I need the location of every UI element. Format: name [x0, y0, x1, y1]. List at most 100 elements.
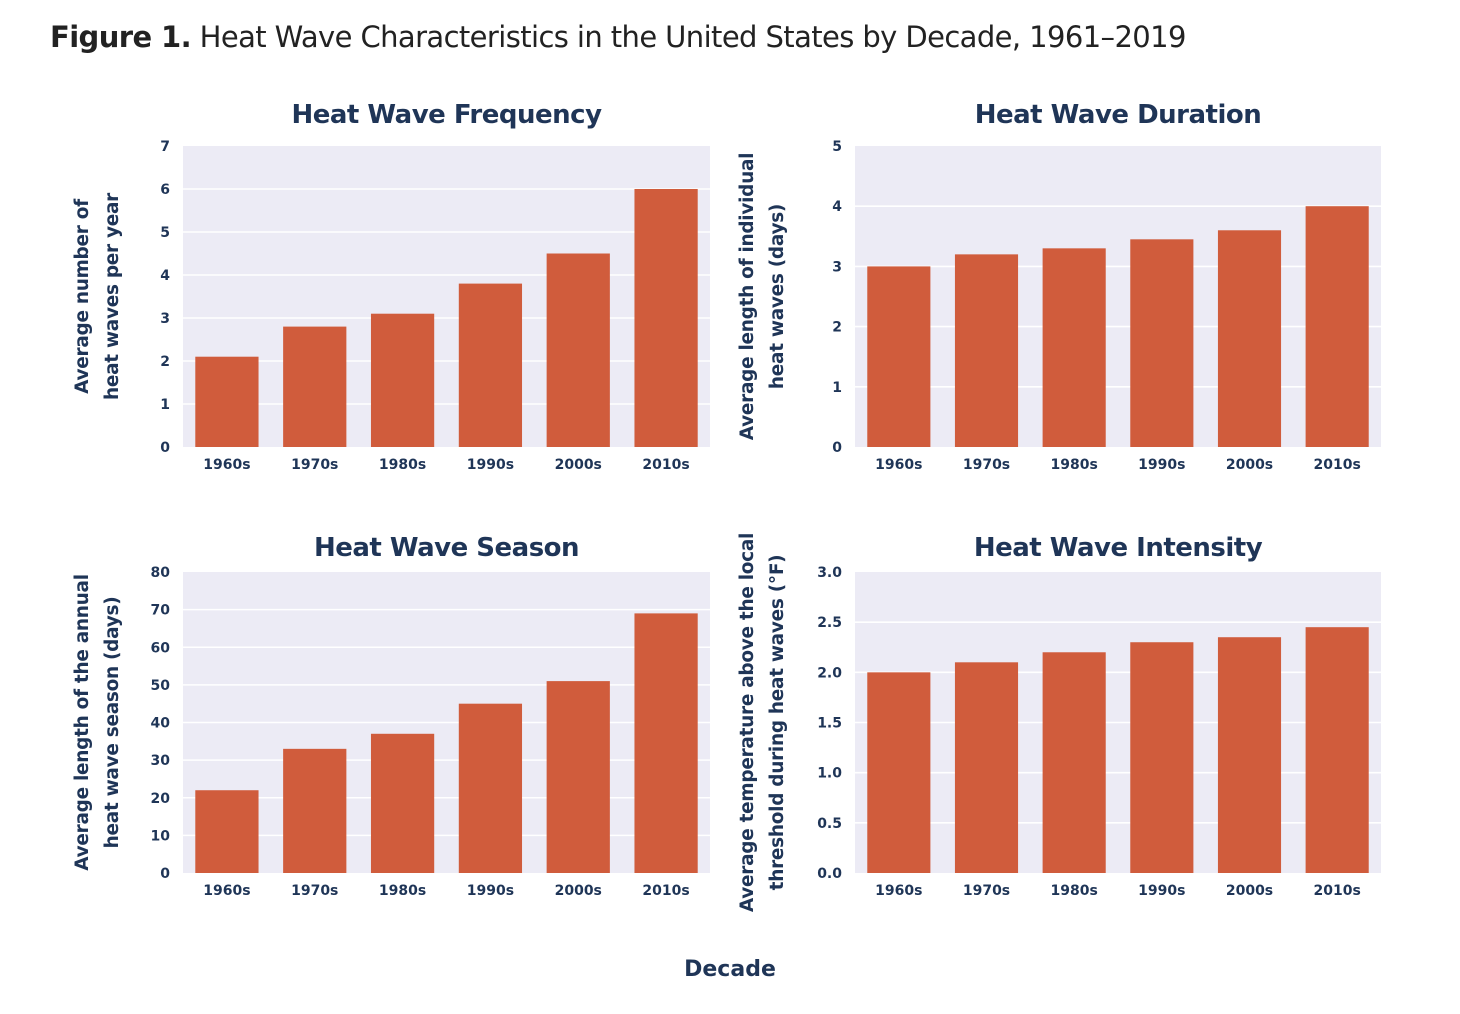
bar-1990s — [458, 283, 523, 447]
bar-2000s — [1217, 637, 1282, 873]
x-tick-label: 2000s — [1226, 457, 1273, 473]
y-axis-label-line: Average number of — [72, 198, 93, 394]
bar-1970s — [283, 326, 347, 447]
y-tick-label: 10 — [151, 828, 171, 844]
plot-background — [183, 146, 710, 447]
bar-1970s — [283, 748, 347, 873]
y-tick-label: 6 — [160, 182, 170, 198]
y-axis-label: Average number of heat waves per year — [72, 192, 123, 400]
y-tick-label: 2 — [160, 354, 170, 370]
x-tick-label: 1960s — [875, 457, 922, 473]
chart-title: Heat Wave Duration — [975, 100, 1262, 130]
y-axis-label: Average temperature above the local thres… — [737, 533, 788, 912]
y-axis-label-line: Average temperature above the local — [737, 533, 758, 912]
bar-2010s — [1305, 206, 1369, 447]
chart-title: Heat Wave Intensity — [974, 533, 1263, 563]
chart-4: 0.0 0.5 1.0 1.5 2.0 2.5 3.0 1960s 1970s 1980s 1990… — [737, 533, 1381, 912]
y-axis-label: Average length of individual heat waves (… — [737, 153, 788, 440]
y-tick-label: 5 — [832, 139, 842, 155]
x-tick-label: 1970s — [291, 457, 338, 473]
y-axis-label-line: Average length of the annual — [72, 574, 93, 870]
x-tick-label: 1990s — [467, 883, 514, 899]
y-tick-label: 80 — [151, 565, 171, 581]
x-tick-label: 1960s — [203, 883, 250, 899]
chart-3: 0 10 20 30 40 50 60 70 80 1960s 1970s 1980s 1990s 200… — [72, 533, 710, 899]
chart-2: 0 1 2 3 4 5 1960s 1970s 1980s 1990s 2000s 2010s Heat… — [737, 100, 1381, 473]
chart-title: Heat Wave Season — [314, 533, 579, 563]
bar-2000s — [546, 253, 610, 447]
figure-label: Figure 1. — [50, 20, 192, 54]
bar-2010s — [634, 613, 698, 873]
x-tick-label: 2010s — [642, 883, 689, 899]
y-axis-label-line: heat waves per year — [102, 192, 123, 400]
x-tick-label: 1980s — [1051, 883, 1098, 899]
bar-2010s — [1305, 627, 1369, 873]
x-tick-label: 1980s — [379, 457, 426, 473]
y-tick-label: 30 — [151, 753, 171, 769]
bar-2010s — [634, 189, 698, 447]
bar-2000s — [546, 681, 610, 873]
y-tick-label: 0.0 — [817, 866, 842, 882]
x-tick-label: 1980s — [1051, 457, 1098, 473]
y-tick-label: 40 — [151, 716, 171, 732]
x-tick-label: 1990s — [1138, 457, 1185, 473]
x-tick-label: 1980s — [379, 883, 426, 899]
bar-1980s — [1042, 248, 1106, 447]
y-axis-label-line: Average length of individual — [737, 153, 758, 440]
y-tick-label: 0 — [832, 440, 842, 456]
x-tick-label: 2010s — [1314, 883, 1361, 899]
x-tick-label: 1990s — [467, 457, 514, 473]
y-tick-label: 3.0 — [817, 565, 842, 581]
bar-1980s — [370, 313, 435, 447]
y-tick-label: 4 — [832, 199, 842, 215]
y-axis-label: Average length of the annual heat wave se… — [72, 574, 123, 870]
y-tick-label: 20 — [151, 791, 171, 807]
bar-1960s — [195, 356, 259, 447]
y-tick-label: 2 — [832, 320, 842, 336]
y-tick-label: 3 — [832, 259, 842, 275]
y-tick-label: 2.5 — [817, 615, 842, 631]
y-tick-label: 3 — [160, 311, 170, 327]
bar-1980s — [1042, 652, 1106, 873]
y-tick-label: 60 — [151, 640, 171, 656]
x-tick-label: 2000s — [555, 883, 602, 899]
figure-title-text: Heat Wave Characteristics in the United … — [199, 20, 1187, 54]
bar-1970s — [954, 662, 1019, 873]
bar-2000s — [1217, 230, 1282, 447]
y-tick-label: 70 — [151, 603, 171, 619]
x-tick-label: 1960s — [875, 883, 922, 899]
y-axis-label-line: heat waves (days) — [767, 204, 788, 389]
bar-1980s — [370, 733, 435, 873]
y-tick-label: 0.5 — [817, 816, 842, 832]
x-tick-label: 2010s — [1314, 457, 1361, 473]
bar-1960s — [867, 672, 931, 873]
y-tick-label: 7 — [160, 139, 170, 155]
x-tick-label: 2000s — [555, 457, 602, 473]
x-tick-label: 1990s — [1138, 883, 1185, 899]
chart-1: 0 1 2 3 4 5 6 7 1960s 1970s 1980s 1990s 2000s 2010s He… — [72, 100, 710, 473]
y-tick-label: 5 — [160, 225, 170, 241]
x-tick-label: 1960s — [203, 457, 250, 473]
chart-title: Heat Wave Frequency — [291, 100, 602, 130]
y-tick-label: 50 — [151, 678, 171, 694]
bar-1990s — [458, 703, 523, 873]
x-tick-label: 2000s — [1226, 883, 1273, 899]
bar-1960s — [867, 266, 931, 447]
y-tick-label: 1 — [160, 397, 170, 413]
x-tick-label: 1970s — [291, 883, 338, 899]
bar-1960s — [195, 790, 259, 873]
y-tick-label: 0 — [160, 440, 170, 456]
x-tick-label: 1970s — [963, 457, 1010, 473]
y-tick-label: 1.0 — [817, 766, 842, 782]
x-tick-label: 2010s — [642, 457, 689, 473]
bar-1990s — [1130, 239, 1194, 447]
x-tick-label: 1970s — [963, 883, 1010, 899]
y-tick-label: 4 — [160, 268, 170, 284]
bar-1970s — [954, 254, 1019, 447]
bar-1990s — [1130, 642, 1194, 873]
y-tick-label: 2.0 — [817, 665, 842, 681]
y-tick-label: 1.5 — [817, 716, 842, 732]
y-axis-label-line: threshold during heat waves (°F) — [767, 555, 788, 891]
plot-background — [855, 146, 1381, 447]
